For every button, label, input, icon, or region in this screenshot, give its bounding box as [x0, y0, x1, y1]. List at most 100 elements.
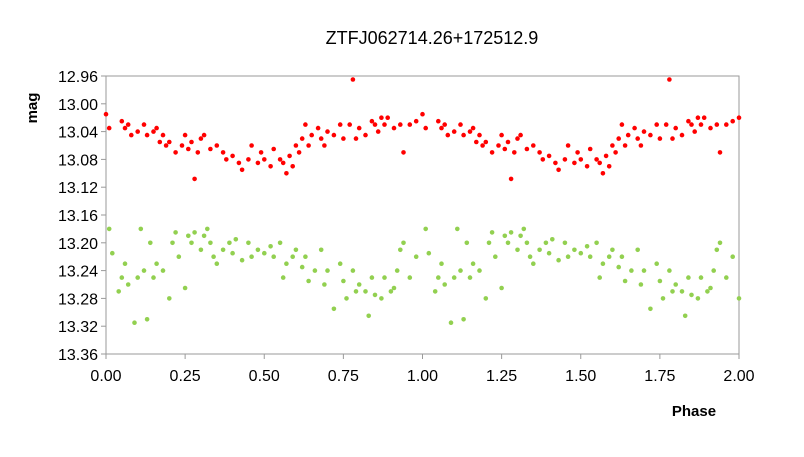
data-point: [622, 143, 628, 148]
x-tick-label: 0.75: [328, 368, 359, 385]
data-point: [258, 150, 264, 155]
data-point: [562, 240, 568, 246]
data-point: [239, 167, 245, 173]
data-point: [667, 77, 672, 82]
data-point: [648, 132, 653, 138]
data-point: [619, 122, 625, 127]
data-point: [483, 296, 489, 301]
data-point: [189, 240, 194, 246]
y-tick-label: 13.24: [58, 264, 98, 281]
data-point: [537, 150, 542, 155]
data-point: [233, 237, 239, 242]
data-point: [512, 150, 517, 155]
data-point: [299, 264, 305, 270]
data-point: [508, 230, 514, 235]
data-point: [198, 136, 204, 141]
data-point: [167, 139, 172, 145]
data-point: [363, 132, 368, 138]
data-point: [372, 292, 378, 298]
data-point: [496, 143, 501, 148]
data-point: [341, 278, 346, 284]
data-point: [391, 125, 397, 131]
data-point: [173, 230, 178, 235]
data-point: [125, 282, 131, 287]
data-point: [730, 118, 735, 124]
data-point: [268, 244, 273, 249]
data-point: [717, 240, 723, 246]
chart-title: ZTFJ062714.26+172512.9: [326, 28, 539, 48]
data-point: [635, 247, 640, 253]
data-point: [695, 115, 701, 120]
data-point: [670, 289, 675, 294]
data-point: [277, 240, 283, 246]
data-point: [407, 275, 413, 280]
data-point: [195, 150, 201, 155]
data-point: [439, 125, 444, 131]
data-point: [318, 247, 324, 253]
data-point: [157, 139, 163, 145]
data-point: [654, 261, 659, 267]
data-point: [290, 164, 296, 169]
data-point: [682, 313, 688, 319]
data-point: [398, 247, 403, 253]
data-point: [717, 150, 723, 155]
x-tick-label: 0.50: [249, 368, 280, 385]
data-point: [375, 129, 381, 134]
data-point: [505, 139, 511, 145]
data-point: [578, 250, 584, 256]
data-point: [587, 146, 593, 152]
data-point: [176, 254, 182, 259]
series-0: [103, 77, 742, 182]
data-point: [470, 261, 476, 267]
data-point: [616, 264, 621, 270]
data-points: [103, 77, 742, 326]
y-tick-label: 13.00: [58, 97, 98, 114]
y-tick-label: 12.96: [58, 69, 98, 86]
data-point: [394, 268, 400, 273]
data-point: [499, 285, 504, 291]
data-point: [625, 132, 631, 138]
data-point: [565, 254, 571, 259]
data-point: [531, 143, 536, 148]
data-point: [293, 143, 299, 148]
data-point: [167, 296, 172, 301]
data-point: [391, 285, 397, 291]
data-point: [106, 226, 112, 232]
data-point: [369, 118, 375, 124]
data-point: [489, 150, 495, 155]
data-point: [486, 240, 492, 246]
data-point: [537, 247, 542, 253]
data-point: [657, 278, 663, 284]
data-point: [144, 317, 150, 322]
data-point: [505, 240, 511, 246]
data-point: [271, 146, 277, 152]
data-point: [736, 296, 742, 301]
data-point: [610, 143, 615, 148]
data-point: [679, 132, 685, 138]
data-point: [144, 132, 150, 138]
data-point: [182, 132, 188, 138]
data-point: [420, 111, 425, 117]
data-point: [249, 254, 254, 259]
data-point: [201, 132, 207, 138]
data-point: [284, 261, 289, 267]
data-point: [689, 122, 694, 127]
data-point: [249, 143, 254, 148]
data-point: [445, 132, 451, 138]
data-point: [622, 278, 628, 284]
data-point: [280, 275, 286, 280]
data-point: [477, 132, 482, 138]
data-point: [170, 240, 175, 246]
data-point: [686, 275, 691, 280]
data-point: [331, 306, 337, 312]
data-point: [619, 254, 625, 259]
data-point: [135, 275, 140, 280]
data-point: [477, 268, 482, 273]
data-point: [296, 150, 302, 155]
data-point: [698, 275, 704, 280]
y-tick-label: 13.20: [58, 236, 98, 253]
data-point: [290, 254, 296, 259]
data-point: [439, 261, 444, 267]
y-axis: 12.96 13.00 13.04 13.08 13.12 13.16 13.20 13.24…: [58, 69, 106, 364]
